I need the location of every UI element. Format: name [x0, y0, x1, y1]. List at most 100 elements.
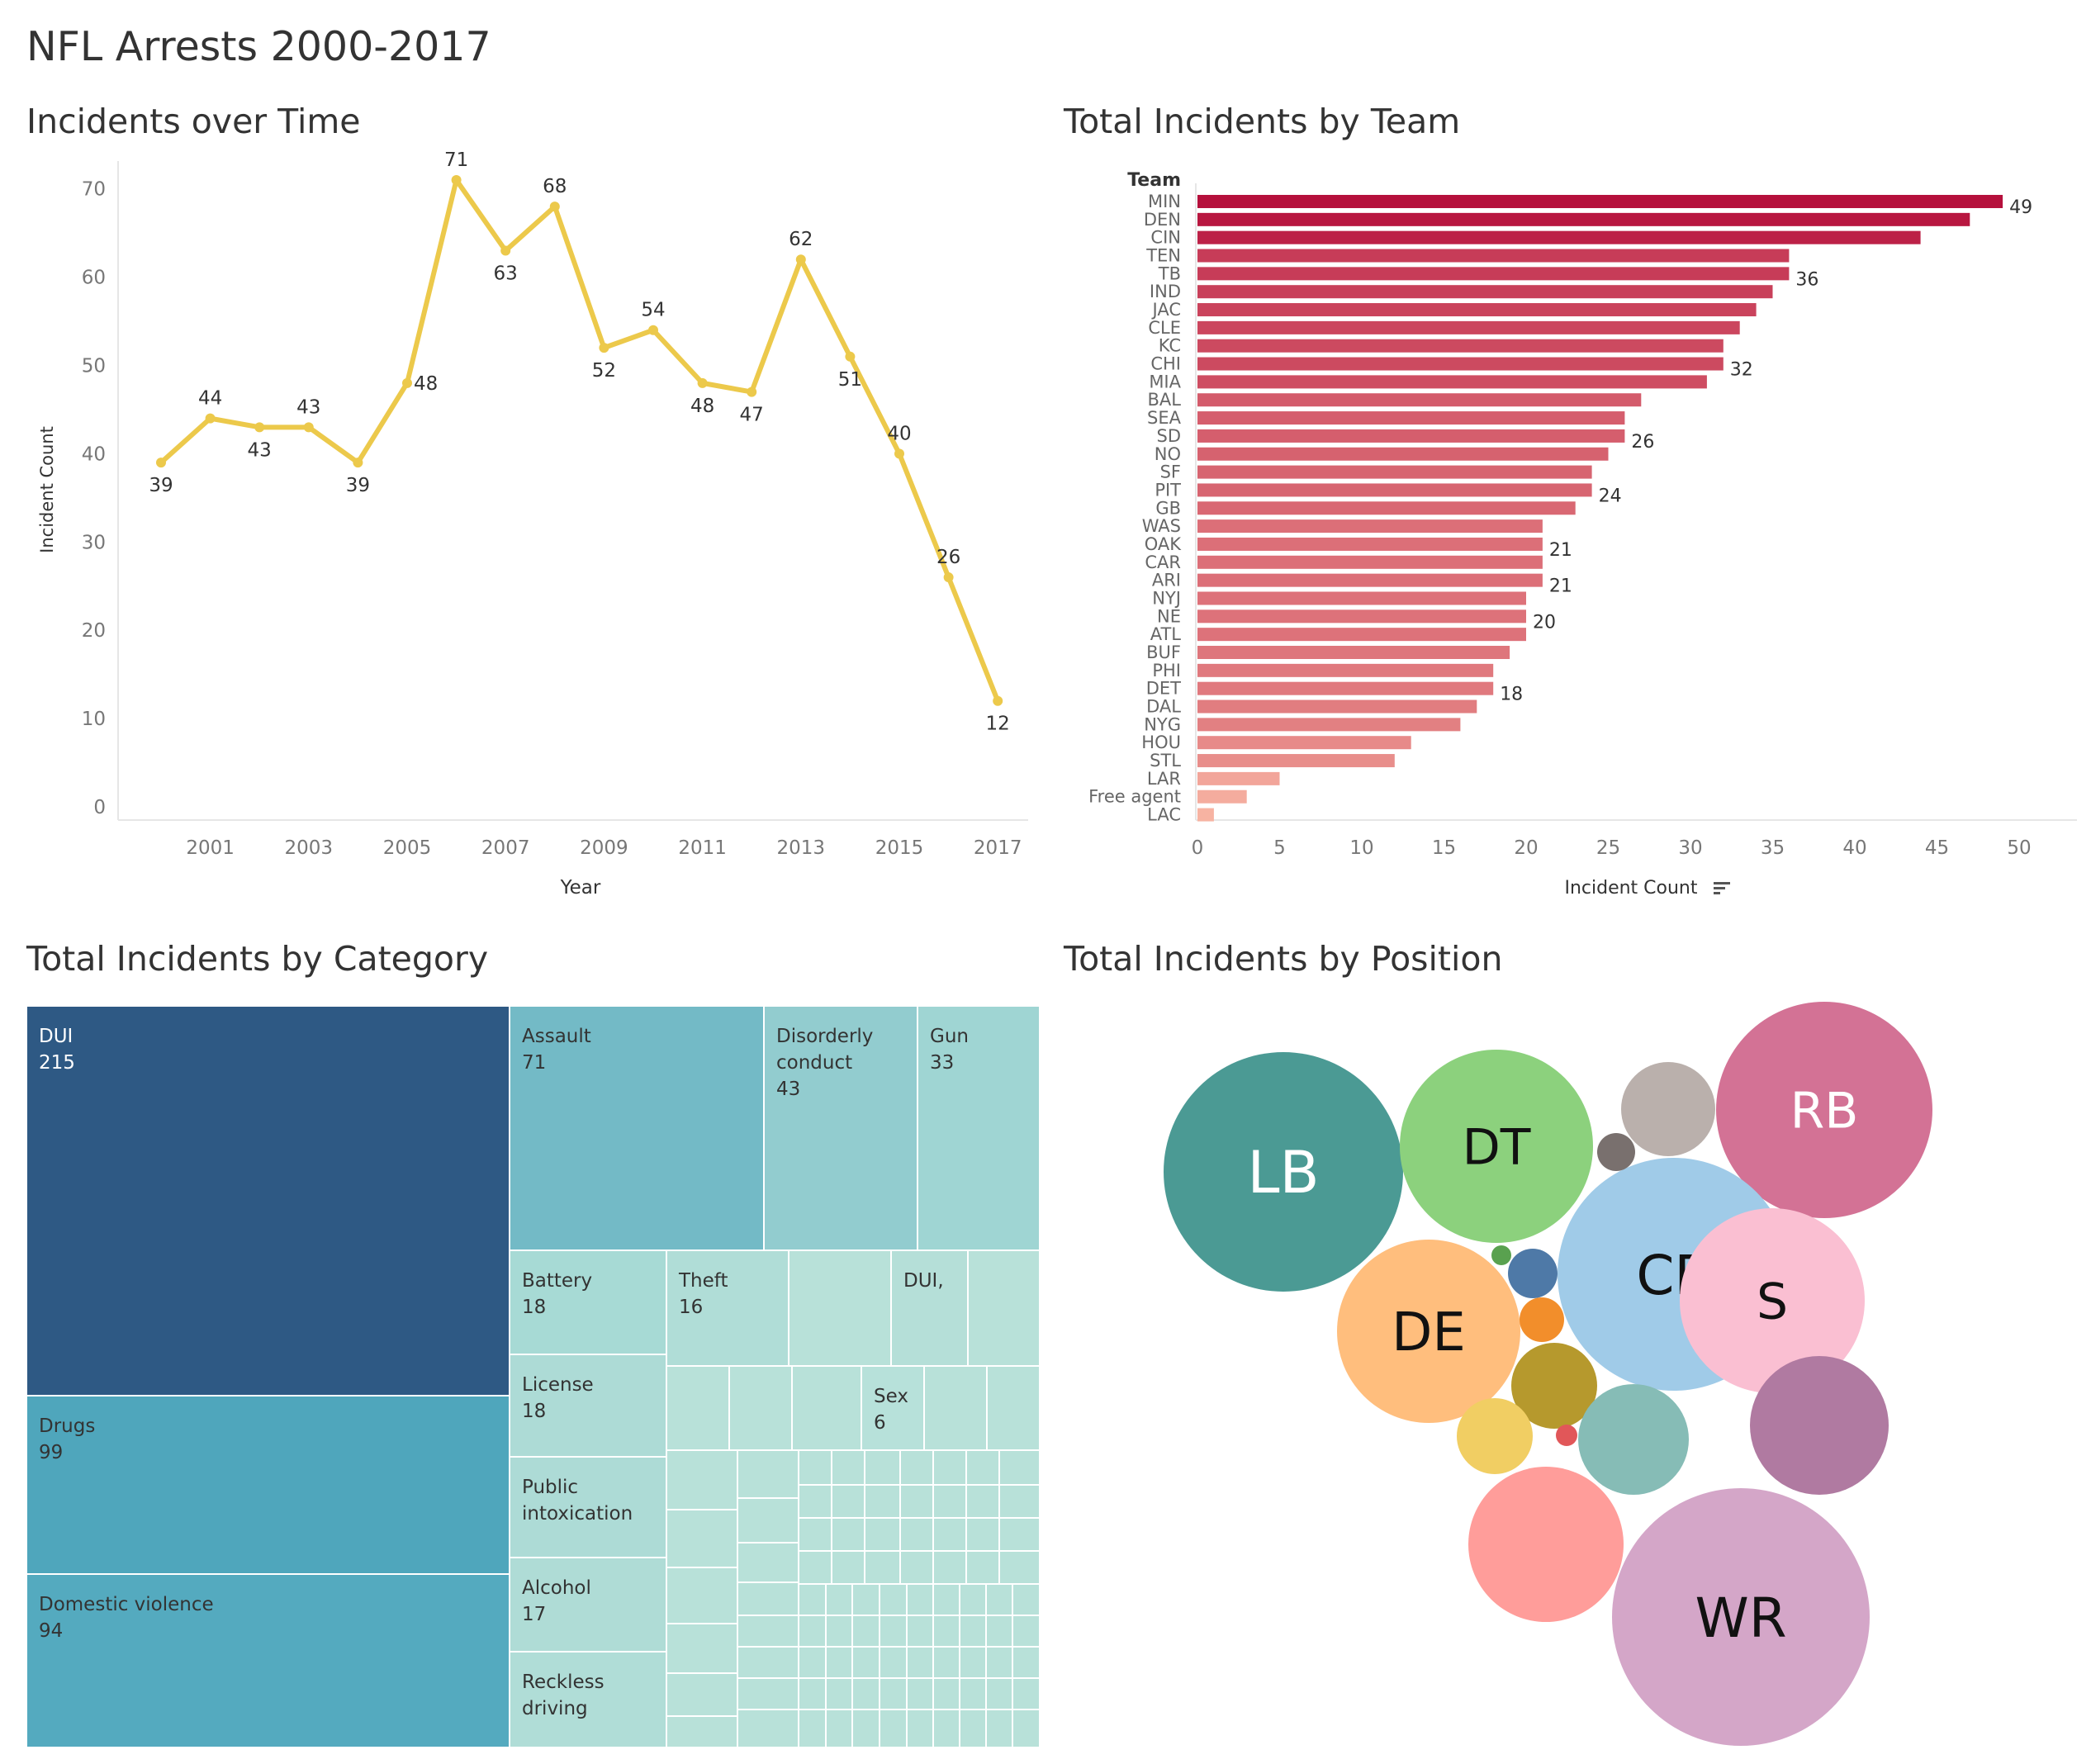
- team-label: DAL: [1146, 697, 1181, 717]
- x-tick-label: 25: [1596, 837, 1620, 859]
- data-label: 44: [198, 388, 222, 410]
- data-point: [993, 695, 1003, 706]
- data-point: [747, 386, 757, 397]
- treemap-tile: [861, 1365, 925, 1451]
- bubble-label: DT: [1463, 1119, 1531, 1177]
- treemap-tile-small: [737, 1709, 799, 1747]
- team-label: NO: [1155, 444, 1181, 464]
- treemap-tile-small: [965, 1550, 1000, 1585]
- treemap-tile-value: 71: [522, 1052, 546, 1074]
- x-tick-label: 10: [1349, 837, 1373, 859]
- data-label: 43: [248, 439, 272, 461]
- treemap-tile-small: [798, 1583, 827, 1616]
- x-tick-label: 15: [1432, 837, 1456, 859]
- treemap-tile-small: [825, 1615, 853, 1648]
- team-label: MIA: [1149, 372, 1181, 391]
- treemap-tile-small: [1012, 1615, 1040, 1648]
- bar: [1197, 411, 1625, 425]
- team-label: DEN: [1144, 210, 1181, 230]
- treemap-tile-value: 94: [39, 1620, 63, 1642]
- treemap-tile-label: intoxication: [522, 1503, 633, 1525]
- team-label: NYG: [1144, 714, 1181, 734]
- bubble-pos-teal: [1578, 1384, 1689, 1495]
- treemap-tile-label: Public: [522, 1477, 578, 1498]
- bar: [1197, 699, 1477, 714]
- treemap-tile-small: [985, 1709, 1013, 1747]
- bubble-label: DE: [1392, 1302, 1466, 1363]
- bar-value-label: 32: [1730, 360, 1753, 381]
- team-label: LAC: [1147, 805, 1181, 825]
- treemap-tile-small: [959, 1646, 987, 1679]
- treemap-tile-small: [965, 1449, 1000, 1486]
- data-label: 62: [789, 229, 813, 250]
- bubble-pos-purple: [1750, 1356, 1889, 1495]
- treemap-tile-small: [666, 1567, 738, 1624]
- treemap-tile-small: [831, 1484, 865, 1519]
- treemap-tile-small: [666, 1509, 738, 1568]
- treemap-tile-label: Reckless: [522, 1672, 605, 1693]
- x-tick-label: 30: [1678, 837, 1702, 859]
- bubble-label: WR: [1695, 1586, 1786, 1650]
- treemap-tile-label: Theft: [678, 1270, 728, 1292]
- team-label: NYJ: [1152, 588, 1181, 608]
- x-tick-label: 2007: [481, 837, 530, 859]
- team-label: IND: [1150, 282, 1181, 301]
- data-point: [402, 377, 412, 388]
- bubble-pos-orange-small: [1520, 1297, 1564, 1342]
- treemap-tile-small: [851, 1709, 880, 1747]
- treemap: DUI 215 Drugs 99 Domestic violence 94 Assault 7…: [26, 1006, 1040, 1747]
- treemap-tile: [763, 1006, 918, 1251]
- team-label: HOU: [1141, 733, 1181, 752]
- treemap-tile-small: [899, 1550, 934, 1585]
- treemap-tile-small: [932, 1709, 960, 1747]
- bar: [1197, 501, 1576, 515]
- treemap-tile-small: [932, 1484, 967, 1519]
- treemap-tile-small: [879, 1646, 908, 1679]
- treemap-tile-label: Gun: [930, 1026, 969, 1047]
- treemap-tile-small: [798, 1646, 827, 1679]
- bubble-dt: [1400, 1050, 1593, 1243]
- bar: [1197, 573, 1543, 587]
- treemap-tile: [890, 1250, 969, 1367]
- data-point: [845, 351, 856, 362]
- bar: [1197, 285, 1773, 299]
- treemap-tile-small: [825, 1709, 853, 1747]
- treemap-tile-small: [899, 1484, 934, 1519]
- data-point: [599, 343, 609, 353]
- bar-chart-title: Total Incidents by Team: [1064, 102, 1461, 141]
- team-label: BAL: [1148, 390, 1182, 410]
- data-label: 48: [690, 396, 714, 417]
- treemap-tile-small: [906, 1709, 934, 1747]
- treemap-tile-small: [906, 1615, 934, 1648]
- treemap-tile-label: Battery: [522, 1270, 592, 1292]
- data-point: [205, 413, 216, 424]
- bar: [1197, 357, 1724, 371]
- treemap-tile-label: Sex: [874, 1386, 908, 1407]
- treemap-tile-small: [737, 1542, 799, 1583]
- bar: [1197, 591, 1526, 605]
- treemap-tile-small: [737, 1449, 799, 1499]
- team-label: DET: [1146, 679, 1181, 699]
- treemap-tile-small: [985, 1583, 1013, 1616]
- data-label: 39: [346, 475, 370, 496]
- treemap-tile-small: [798, 1677, 827, 1710]
- team-label: SD: [1156, 426, 1181, 446]
- treemap-tile-small: [932, 1615, 960, 1648]
- treemap-tile-value: 18: [522, 1297, 546, 1318]
- treemap-tile-small: [737, 1497, 799, 1544]
- treemap-tile-value: 6: [874, 1412, 886, 1434]
- team-label: TB: [1158, 263, 1181, 283]
- team-label: Free agent: [1088, 787, 1181, 807]
- bar: [1197, 718, 1461, 732]
- team-label: BUF: [1146, 643, 1181, 662]
- x-tick-label: 2001: [186, 837, 235, 859]
- bar: [1197, 303, 1757, 317]
- x-tick-label: 2017: [974, 837, 1022, 859]
- treemap-tile-small: [986, 1365, 1040, 1451]
- data-label: 63: [494, 263, 518, 285]
- bar: [1197, 808, 1214, 822]
- bar: [1197, 212, 1970, 226]
- data-point: [894, 448, 904, 459]
- sort-icon-line: [1714, 892, 1720, 894]
- bar: [1197, 230, 1921, 244]
